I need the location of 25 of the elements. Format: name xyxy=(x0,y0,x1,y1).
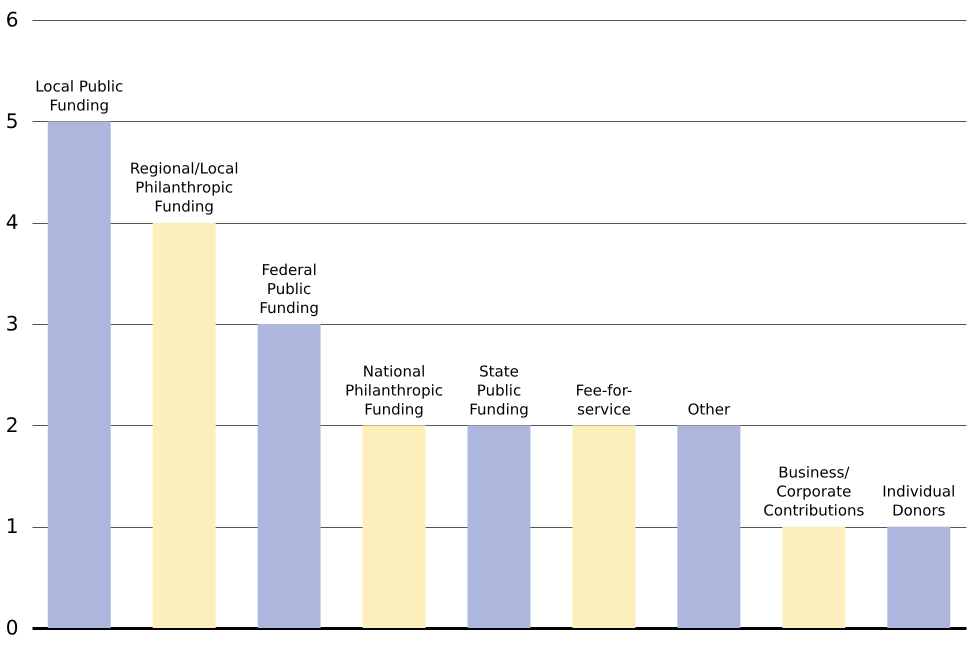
x-tick-label: State Public Funding xyxy=(469,362,529,418)
bar xyxy=(48,121,111,628)
y-tick-label: 0 xyxy=(6,616,18,640)
y-tick-label: 3 xyxy=(6,312,18,336)
bar xyxy=(362,425,426,628)
bar xyxy=(152,222,216,628)
x-tick-label: Fee-for- service xyxy=(576,381,632,418)
y-tick-label: 6 xyxy=(6,8,18,32)
x-tick-label: Federal Public Funding xyxy=(259,261,319,317)
y-tick-label: 1 xyxy=(6,514,18,538)
x-tick-label: Regional/Local Philanthropic Funding xyxy=(130,160,238,216)
x-tick-label: National Philanthropic Funding xyxy=(345,362,444,418)
bar xyxy=(887,526,950,628)
y-tick-label: 2 xyxy=(6,412,18,437)
y-tick-label: 4 xyxy=(6,210,18,234)
bar xyxy=(572,425,636,628)
x-tick-label: Individual Donors xyxy=(882,482,956,520)
bar xyxy=(782,526,846,628)
bar xyxy=(258,324,321,628)
y-tick-label: 5 xyxy=(6,108,18,133)
x-tick-label: Other xyxy=(688,400,732,418)
x-tick-label: Local Public Funding xyxy=(35,77,124,114)
x-tick-label: Business/ Corporate Contributions xyxy=(763,464,864,520)
bar xyxy=(468,425,530,628)
bar xyxy=(677,425,740,628)
